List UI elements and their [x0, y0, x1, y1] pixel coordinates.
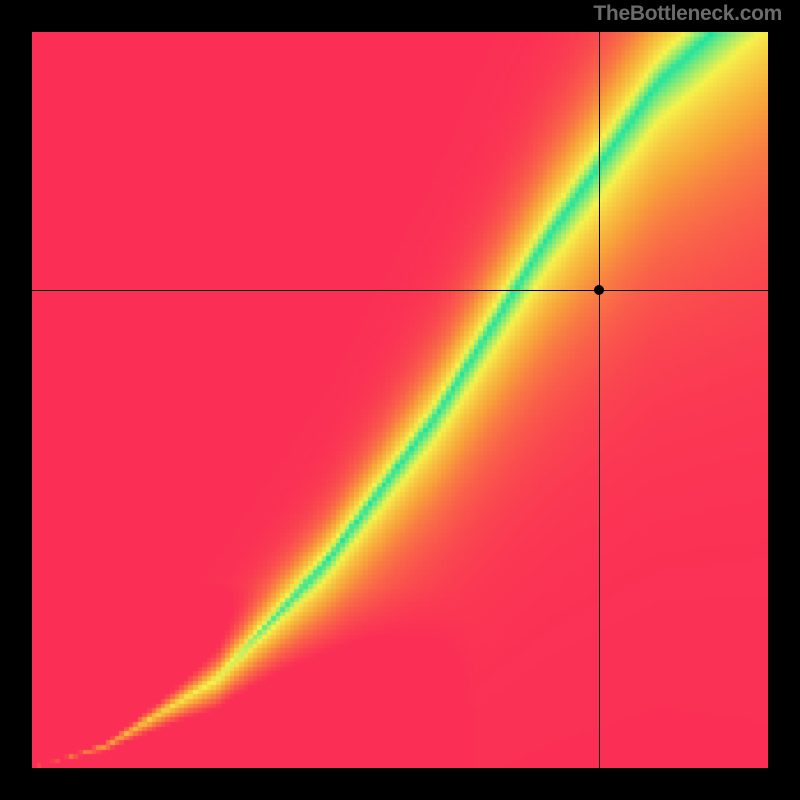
crosshair-horizontal: [32, 290, 768, 291]
heatmap-canvas: [32, 32, 768, 768]
watermark-text: TheBottleneck.com: [593, 2, 782, 26]
crosshair-vertical: [599, 32, 600, 768]
marker-dot: [594, 285, 604, 295]
heatmap-plot: [32, 32, 768, 768]
chart-container: TheBottleneck.com: [0, 0, 800, 800]
